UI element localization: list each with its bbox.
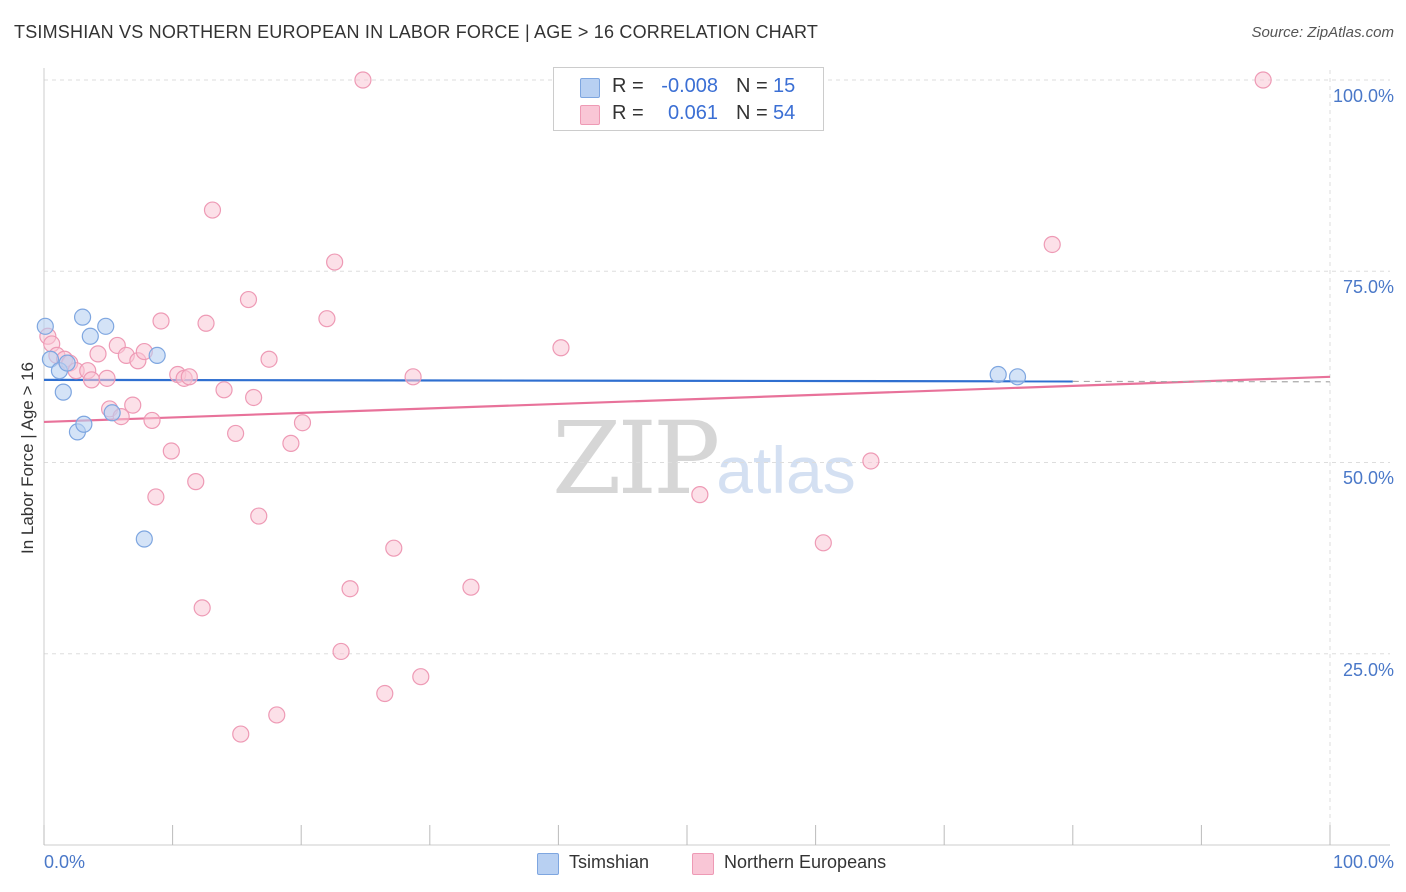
northern-point	[1043, 235, 1061, 254]
trend-lines	[43, 375, 1331, 424]
northern-point	[341, 580, 359, 598]
northern-point	[245, 388, 263, 407]
y-tick-label-50: 50.0%	[1342, 468, 1394, 488]
northern-point	[354, 71, 372, 89]
northern-point	[318, 310, 336, 328]
correlation-legend: R = -0.008 N = 15 R = 0.061 N = 54	[553, 67, 824, 131]
legend-n-label: N =	[736, 102, 768, 124]
tsimshian-point	[36, 317, 54, 335]
legend-row-tsimshian: R = -0.008 N = 15	[554, 75, 823, 99]
y-tick-label-100: 100.0%	[1332, 86, 1394, 106]
tsimshian-point	[81, 327, 99, 345]
tsimshian-point	[54, 383, 72, 401]
northern-point	[239, 290, 258, 309]
legend-r-label: R =	[612, 102, 644, 124]
chart-title: TSIMSHIAN VS NORTHERN EUROPEAN IN LABOR …	[14, 22, 819, 42]
tsimshian-point	[1008, 368, 1027, 386]
tsimshian-trend-line	[43, 378, 1073, 383]
northern-point	[203, 201, 222, 219]
tsimshian-point	[73, 308, 92, 326]
legend-n-value: 15	[773, 75, 796, 97]
northern-point	[193, 599, 211, 617]
northern-point	[691, 486, 709, 504]
northern-point	[1254, 71, 1272, 89]
y-axis-label: In Labor Force | Age > 16	[18, 361, 37, 555]
northern-point	[412, 668, 430, 686]
northern-point	[814, 534, 832, 552]
northern-point	[152, 312, 170, 330]
tsimshian-swatch	[580, 78, 600, 98]
northern-point	[187, 473, 205, 491]
x-tick-label-max: 100.0%	[1332, 852, 1394, 872]
tsimshian-point	[58, 354, 76, 372]
x-tick-label-min: 0.0%	[44, 852, 86, 872]
legend-r-value: -0.008	[661, 75, 718, 97]
data-points	[36, 71, 1272, 743]
tsimshian-point	[148, 346, 166, 364]
watermark-atlas: atlas	[716, 433, 856, 507]
northern-point	[862, 452, 880, 470]
northern-point	[404, 368, 422, 386]
northern-point	[215, 381, 233, 399]
northern-legend-swatch	[692, 853, 714, 875]
northern-point	[376, 684, 394, 703]
tsimshian-point	[135, 530, 153, 548]
northern-point	[124, 396, 142, 414]
tsimshian-point	[103, 404, 121, 422]
tsimshian-legend-swatch	[537, 853, 559, 875]
northern-point	[268, 706, 286, 724]
northern-point	[260, 350, 278, 368]
legend-r-value: 0.061	[667, 102, 718, 124]
y-tick-label-25: 25.0%	[1342, 660, 1394, 680]
northern-point	[89, 345, 107, 363]
northern-point	[180, 368, 198, 386]
northern-point	[326, 253, 344, 271]
northern-point	[552, 339, 570, 357]
northern-trend-line	[43, 375, 1331, 424]
source-label: Source: ZipAtlas.com	[1251, 24, 1394, 41]
northern-point	[282, 434, 300, 452]
northern-swatch	[580, 105, 600, 125]
northern-point	[143, 411, 161, 430]
legend-row-northern: R = 0.061 N = 54	[554, 102, 823, 126]
legend-n-value: 54	[773, 102, 796, 124]
tsimshian-point	[75, 415, 93, 433]
tsimshian-point	[97, 317, 115, 335]
legend-n-label: N =	[736, 75, 768, 97]
northern-legend-label: Northern Europeans	[724, 852, 887, 872]
northern-point	[462, 578, 480, 596]
northern-point	[293, 414, 312, 432]
northern-point	[82, 371, 101, 389]
northern-point	[162, 442, 180, 460]
tsimshian-legend-label: Tsimshian	[569, 852, 650, 872]
northern-point	[332, 642, 350, 661]
tsimshian-point	[41, 350, 60, 368]
northern-point	[197, 314, 215, 332]
tsimshian-point	[989, 365, 1007, 384]
northern-point	[250, 507, 268, 525]
axes	[43, 68, 1390, 846]
legend-r-label: R =	[612, 75, 644, 97]
northern-point	[385, 539, 403, 557]
northern-point	[98, 369, 116, 387]
northern-point	[147, 488, 165, 506]
northern-point	[232, 725, 250, 743]
y-tick-label-75: 75.0%	[1342, 277, 1394, 297]
northern-point	[227, 424, 245, 443]
